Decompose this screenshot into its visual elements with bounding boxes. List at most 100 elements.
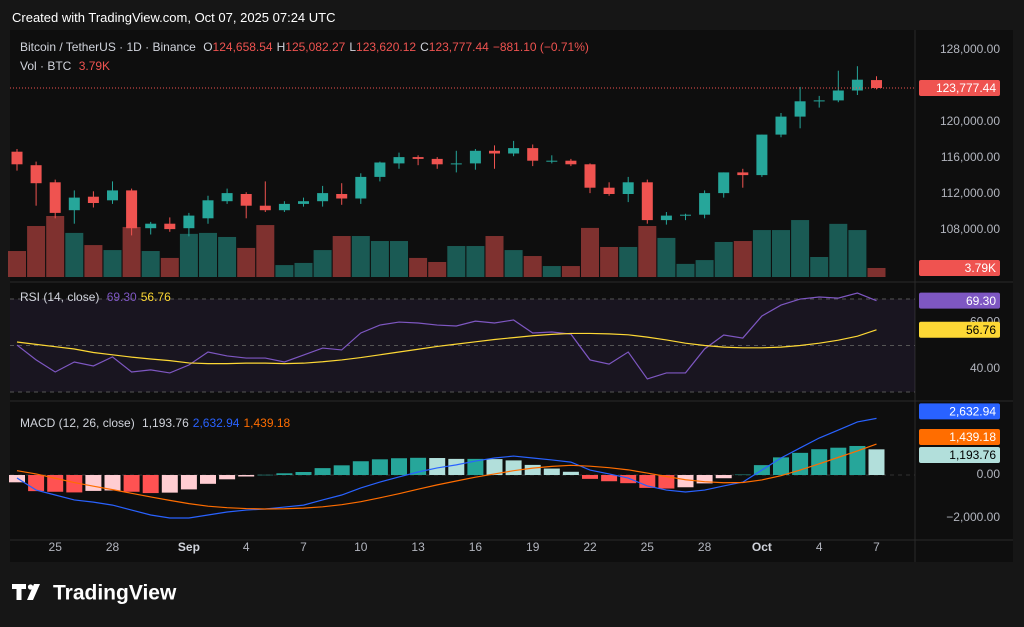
histogram-bar (333, 465, 350, 476)
candle-body (699, 193, 711, 215)
histogram-bar (505, 460, 522, 476)
candle-body (240, 194, 252, 206)
logo (12, 584, 40, 600)
candle-body (450, 163, 462, 165)
macd-title: MACD (12, 26, close) (20, 416, 135, 430)
candle-body (278, 203, 290, 211)
volume-bar (829, 223, 848, 277)
volume-bar (695, 260, 714, 277)
volume-bar (84, 245, 103, 277)
candle-body (775, 116, 787, 135)
histogram-bar (295, 471, 312, 476)
price-tag (919, 321, 1000, 338)
candle-body (565, 160, 577, 165)
price-tag (919, 80, 1000, 97)
histogram-bar (849, 445, 866, 476)
histogram-bar (562, 471, 579, 476)
legend-value: 1,439.18 (243, 416, 291, 430)
price-tag (919, 403, 1000, 420)
y-tick-label: 120,000.00 (940, 114, 1000, 128)
candle-body (832, 90, 844, 101)
candle-body (183, 215, 195, 229)
x-tick-label: 4 (816, 540, 823, 554)
candle-body (756, 134, 768, 176)
candle-body (718, 172, 730, 194)
histogram-bar (830, 447, 847, 476)
histogram-bar (543, 468, 560, 476)
volume-bar (772, 230, 790, 277)
volume-bar (103, 250, 122, 277)
histogram-bar (161, 475, 178, 493)
histogram-bar (429, 458, 446, 476)
candle-body (30, 165, 42, 184)
legend-value: 69.30 (106, 290, 137, 304)
price-tag (919, 292, 1000, 309)
candle-body (527, 148, 539, 161)
candle-body (107, 190, 118, 201)
volume-bar (561, 266, 580, 277)
x-tick-label: 28 (698, 540, 712, 554)
y-tick-label: 108,000.00 (940, 222, 1000, 236)
legend-key: L (349, 40, 357, 54)
candle-body (794, 101, 806, 117)
legend-value: 2,632.94 (192, 416, 240, 430)
x-tick-label: Oct (752, 540, 772, 554)
x-tick-label: 7 (300, 540, 307, 554)
macd-legend: MACD (12, 26, close) 1,193.76 2,632.94 1,4… (20, 416, 294, 430)
x-tick-label: 25 (49, 540, 63, 554)
histogram-bar (257, 474, 274, 476)
volume-bar (256, 225, 275, 277)
macd-line (16, 417, 877, 519)
candle-body (622, 182, 634, 195)
price-legend: Bitcoin / TetherUS · 1D · Binance O124,6… (20, 40, 593, 54)
candle-body (603, 187, 615, 195)
x-tick-label: 22 (583, 540, 597, 554)
candle-body (813, 100, 825, 102)
volume-bar (523, 256, 542, 277)
legend-value: 123,777.44 (428, 40, 489, 54)
volume-bar (848, 230, 867, 277)
volume-bar (676, 263, 695, 277)
volume-bar (638, 226, 657, 277)
legend-change: −881.10 (−0.71%) (492, 40, 589, 54)
volume-bar (504, 250, 523, 277)
candle-body (508, 148, 520, 154)
volume-bar (370, 241, 389, 277)
legend-value: 125,082.27 (285, 40, 346, 54)
volume-bar (810, 256, 829, 277)
legend-value: 1,193.76 (142, 416, 189, 430)
candle-body (546, 160, 558, 162)
volume-bar (27, 226, 46, 277)
histogram-bar (658, 475, 675, 489)
histogram-bar (180, 475, 197, 490)
volume-bar (714, 241, 733, 277)
legend-key: C (420, 40, 429, 54)
volume-bar (657, 237, 676, 277)
y-tick-label: 112,000.00 (941, 186, 1000, 200)
price-tag-label: 1,439.18 (949, 430, 996, 444)
price-tag-label: 1,193.76 (949, 448, 996, 462)
volume-bar (752, 230, 771, 277)
price-tag-label: 123,777.44 (936, 81, 996, 95)
x-tick-label: 16 (469, 540, 483, 554)
rsi-line (16, 292, 877, 380)
x-tick-label: 25 (641, 540, 655, 554)
volume-bar (351, 236, 370, 277)
candle-body (660, 215, 672, 221)
volume-bar (409, 257, 428, 277)
candle-body (374, 162, 386, 177)
histogram-bar (200, 475, 216, 484)
volume-bar (122, 226, 141, 277)
legend-value: 124,658.54 (212, 40, 273, 54)
x-tick-label: 4 (243, 540, 250, 554)
histogram-bar (696, 475, 713, 484)
volume-bar (199, 232, 217, 277)
histogram-bar (524, 464, 541, 476)
candle-body (489, 150, 500, 154)
volume-bar (275, 265, 294, 277)
legend-value: 56.76 (140, 290, 171, 304)
histogram-bar (773, 457, 789, 476)
price-tag-label: 2,632.94 (949, 405, 996, 419)
candle-body (11, 151, 23, 165)
histogram-bar (142, 475, 159, 494)
